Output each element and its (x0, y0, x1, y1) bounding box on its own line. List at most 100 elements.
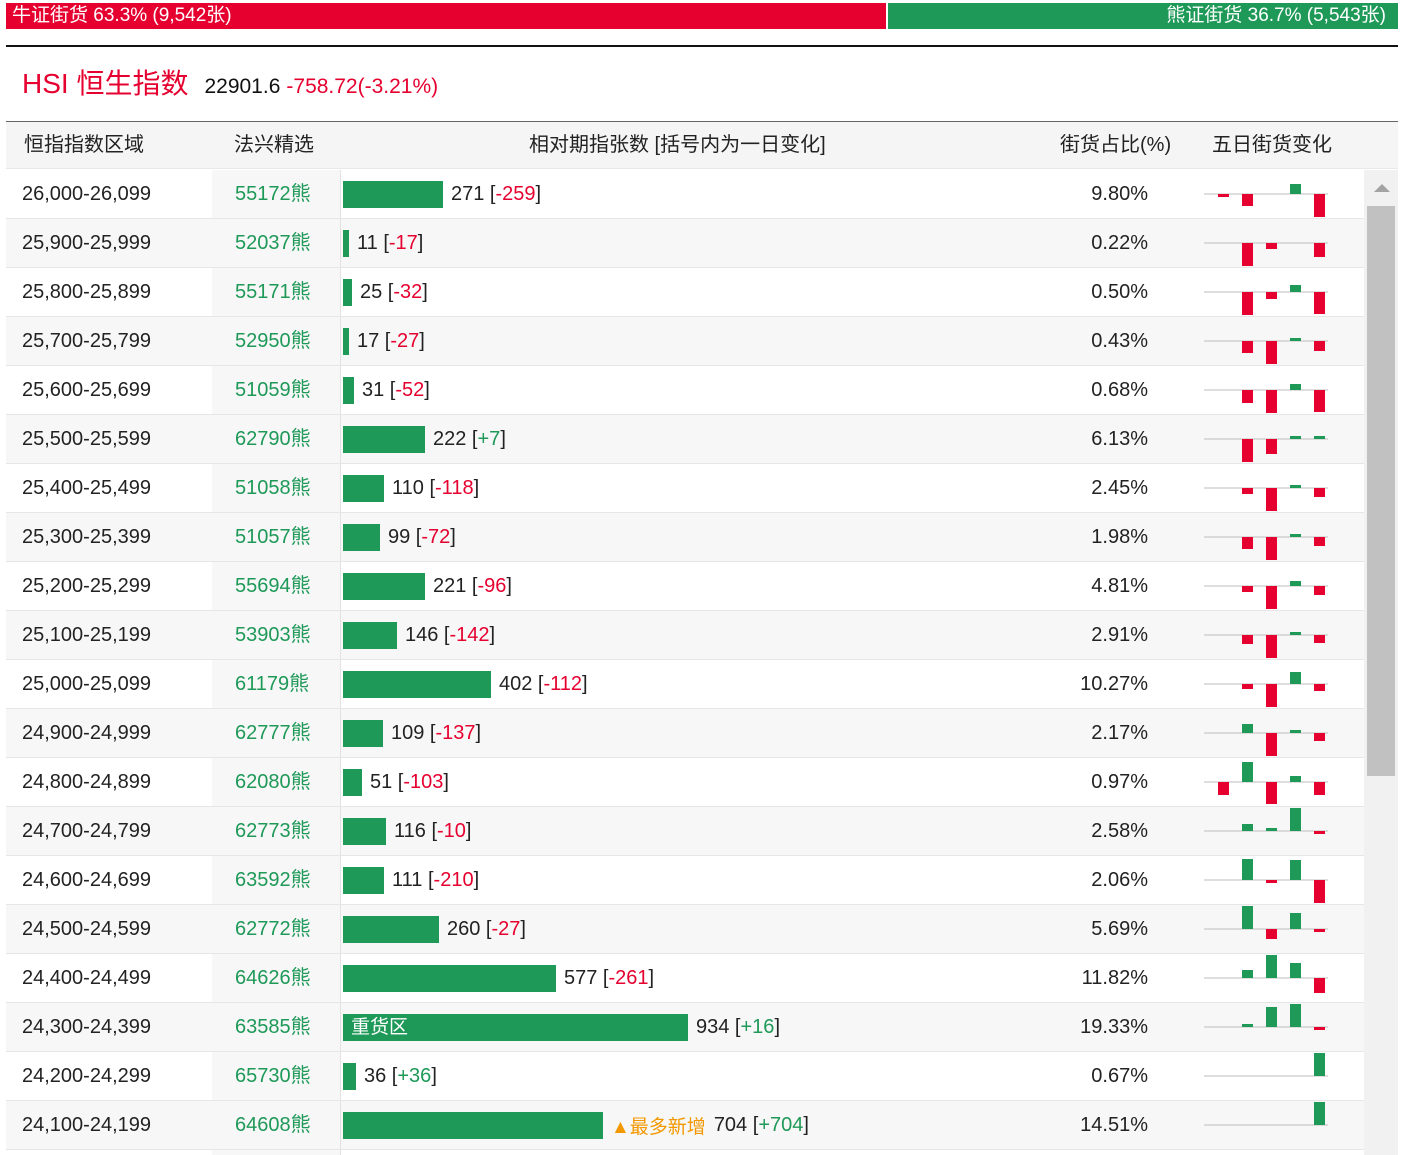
sparkline-day-bar (1266, 1122, 1277, 1125)
scrollbar[interactable] (1364, 170, 1398, 1155)
contracts-bar (343, 817, 386, 845)
table-row[interactable]: 24,800-24,899 62080熊 51 [-103] 0.97% (6, 758, 1364, 807)
daily-change: -118 (435, 476, 474, 499)
index-range: 24,000-24,099 (22, 1150, 151, 1155)
table-row[interactable]: 25,800-25,899 55171熊 25 [-32] 0.50% (6, 268, 1364, 317)
table-row[interactable]: 25,500-25,599 62790熊 222 [+7] 6.13% (6, 415, 1364, 464)
relative-contracts-cell: 99 [-72] (343, 513, 456, 561)
sparkline-day-bar (1290, 860, 1301, 880)
warrant-code-link[interactable]: 65730熊 (212, 1052, 341, 1100)
table-row[interactable]: 24,000-24,099 (6, 1150, 1364, 1155)
warrant-code-link[interactable]: 63585熊 (212, 1003, 341, 1051)
sparkline-day-bar (1242, 684, 1253, 689)
table-row[interactable]: 25,700-25,799 52950熊 17 [-27] 0.43% (6, 317, 1364, 366)
warrant-code-link[interactable]: 53903熊 (212, 611, 341, 659)
sparkline-day-bar (1242, 341, 1253, 353)
warrant-code-link[interactable]: 64626熊 (212, 954, 341, 1002)
table-row[interactable]: 25,100-25,199 53903熊 146 [-142] 2.91% (6, 611, 1364, 660)
contracts-bar (343, 866, 384, 894)
sparkline-day-bar (1242, 586, 1253, 592)
outstanding-share: 4.81% (1091, 575, 1148, 597)
warrant-code-link[interactable]: 52950熊 (212, 317, 341, 365)
warrant-code-link[interactable]: 51059熊 (212, 366, 341, 414)
table-row[interactable]: 25,900-25,999 52037熊 11 [-17] 0.22% (6, 219, 1364, 268)
sparkline-day-bar (1314, 635, 1325, 643)
table-row[interactable]: 25,300-25,399 51057熊 99 [-72] 1.98% (6, 513, 1364, 562)
table-row[interactable]: 24,200-24,299 65730熊 36 [+36] 0.67% (6, 1052, 1364, 1101)
five-day-sparkline (1204, 1053, 1328, 1077)
warrant-code-link[interactable]: 62790熊 (212, 415, 341, 463)
warrant-code-link[interactable]: 55172熊 (212, 170, 341, 218)
table-row[interactable]: 24,100-24,199 64608熊 ▲最多新增 704 [+704] 14.51% (6, 1101, 1364, 1150)
table-row[interactable]: 25,000-25,099 61179熊 402 [-112] 10.27% (6, 660, 1364, 709)
outstanding-share: 0.22% (1091, 232, 1148, 254)
table-row[interactable]: 25,600-25,699 51059熊 31 [-52] 0.68% (6, 366, 1364, 415)
warrant-code-link[interactable]: 64608熊 (212, 1101, 341, 1149)
sparkline-day-bar (1242, 724, 1253, 733)
warrant-code-link[interactable]: 55694熊 (212, 562, 341, 610)
relative-contracts-cell: 111 [-210] (343, 856, 479, 904)
five-day-sparkline (1204, 632, 1328, 658)
warrant-code-link[interactable]: 62080熊 (212, 758, 341, 806)
index-range: 24,300-24,399 (22, 1016, 152, 1038)
bull-bear-ratio-bar: 牛证街货 63.3% (9,542张) 熊证街货 36.7% (5,543张) (6, 3, 1398, 29)
sparkline-day-bar (1218, 730, 1229, 733)
sparkline-day-bar (1290, 963, 1301, 978)
sparkline-day-bar (1290, 1004, 1301, 1027)
warrant-code-link[interactable]: 55171熊 (212, 268, 341, 316)
scroll-up-arrow-icon[interactable] (1374, 184, 1390, 192)
contracts-value: 36 [+36] (364, 1064, 437, 1087)
table-row[interactable]: 24,700-24,799 62773熊 116 [-10] 2.58% (6, 807, 1364, 856)
sparkline-day-bar (1242, 243, 1253, 266)
warrant-code-link[interactable]: 62772熊 (212, 905, 341, 953)
index-range: 24,800-24,899 (22, 771, 152, 793)
table-row[interactable]: 25,400-25,499 51058熊 110 [-118] 2.45% (6, 464, 1364, 513)
daily-change: +7 (477, 427, 501, 450)
relative-contracts-cell: 402 [-112] (343, 660, 588, 708)
contracts-value: 221 [-96] (433, 574, 512, 597)
sparkline-day-bar (1242, 762, 1253, 782)
table-row[interactable]: 24,500-24,599 62772熊 260 [-27] 5.69% (6, 905, 1364, 954)
table-row[interactable]: 24,900-24,999 62777熊 109 [-137] 2.17% (6, 709, 1364, 758)
warrant-code-link[interactable]: 62773熊 (212, 807, 341, 855)
relative-contracts-cell: 146 [-142] (343, 611, 495, 659)
five-day-sparkline (1204, 808, 1328, 834)
contracts-count: 704 (713, 1113, 748, 1136)
daily-change: +16 (740, 1015, 775, 1038)
sparkline-day-bar (1314, 684, 1325, 691)
sparkline-day-bar (1290, 436, 1301, 439)
outstanding-share: 11.82% (1081, 967, 1148, 989)
warrant-code-link[interactable]: 51058熊 (212, 464, 341, 512)
header-selection: 法兴精选 (234, 134, 314, 156)
sparkline-day-bar (1266, 1073, 1277, 1076)
five-day-sparkline (1204, 859, 1328, 903)
contracts-value: 109 [-137] (391, 721, 482, 744)
header-range: 恒指指数区域 (24, 134, 144, 156)
warrant-code-link[interactable]: 61179熊 (212, 660, 341, 708)
sparkline-day-bar (1314, 586, 1325, 595)
table-row[interactable]: 24,300-24,399 63585熊 重货区 934 [+16] 19.33% (6, 1003, 1364, 1052)
contracts-count: 402 (499, 672, 533, 695)
sparkline-day-bar (1266, 1007, 1277, 1027)
warrant-code-link[interactable]: 51057熊 (212, 513, 341, 561)
sparkline-day-bar (1290, 808, 1301, 831)
contracts-value: 577 [-261] (564, 966, 655, 989)
sparkline-day-bar (1290, 632, 1301, 635)
contracts-bar (343, 768, 362, 796)
table-row[interactable]: 24,600-24,699 63592熊 111 [-210] 2.06% (6, 856, 1364, 905)
outstanding-share: 2.91% (1091, 624, 1148, 646)
warrant-code-link[interactable]: 63592熊 (212, 856, 341, 904)
sparkline-day-bar (1218, 926, 1229, 929)
table-row[interactable]: 25,200-25,299 55694熊 221 [-96] 4.81% (6, 562, 1364, 611)
outstanding-share: 19.33% (1080, 1016, 1148, 1038)
contracts-count: 271 (451, 182, 485, 205)
warrant-code-link[interactable]: 62777熊 (212, 709, 341, 757)
sparkline-day-bar (1290, 485, 1301, 488)
scrollbar-thumb[interactable] (1367, 206, 1395, 776)
sparkline-day-bar (1290, 1122, 1301, 1125)
table-row[interactable]: 26,000-26,099 55172熊 271 [-259] 9.80% (6, 170, 1364, 219)
table-row[interactable]: 24,400-24,499 64626熊 577 [-261] 11.82% (6, 954, 1364, 1003)
contracts-count: 222 (433, 427, 467, 450)
warrant-code-link[interactable]: 52037熊 (212, 219, 341, 267)
sparkline-day-bar (1218, 1024, 1229, 1027)
